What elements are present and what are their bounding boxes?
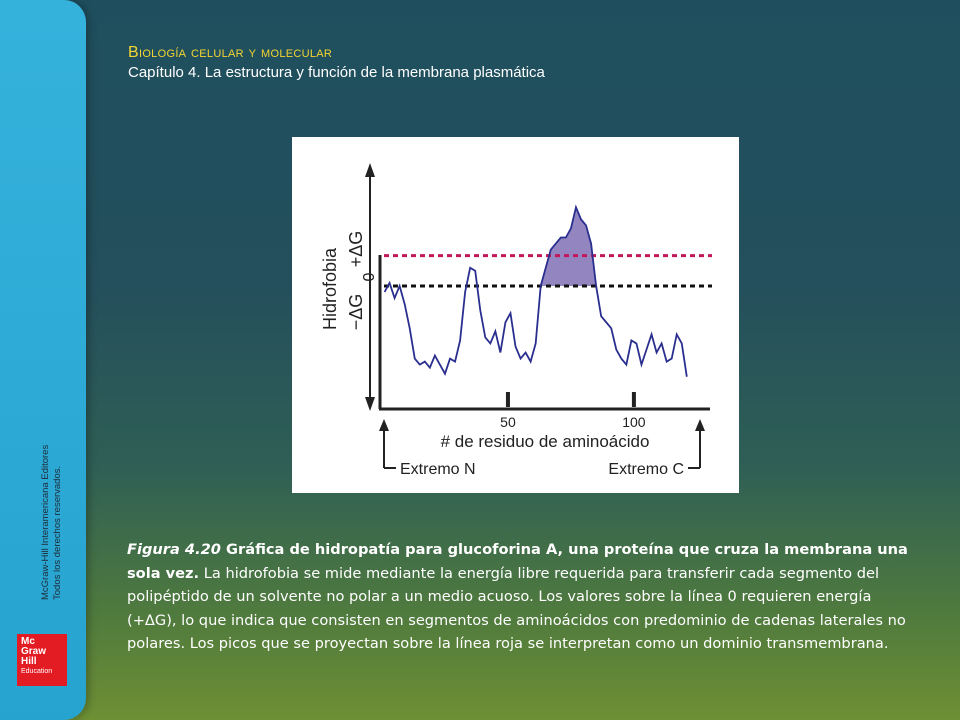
logo-line-2: Graw [21, 646, 47, 657]
c-terminus-label: Extremo C [608, 461, 684, 478]
y-zero-label: 0 [361, 272, 378, 281]
y-arrow-down [365, 397, 375, 411]
book-title: Biología celular y molecular [128, 44, 333, 61]
x-tick-label: 50 [500, 414, 516, 430]
x-axis-label: # de residuo de aminoácido [441, 432, 650, 451]
copyright-line-2: Todos los derechos reservados. [52, 465, 63, 600]
logo-line-1: Mc [21, 636, 35, 647]
c-term-arrow-head [695, 419, 705, 431]
caption-title: Gráfica de hidropatía para glucoforina A… [127, 541, 908, 582]
y-arrow-up [365, 163, 375, 177]
chapter-subtitle: Capítulo 4. La estructura y función de l… [128, 64, 545, 81]
publisher-logo: Mc Graw Hill Education [17, 634, 67, 686]
hydrophobic-peak-fill [540, 207, 597, 286]
figure-panel: Hidrofobia −ΔG 0 +ΔG 50 100 # de residuo … [292, 137, 739, 493]
y-neg-label: −ΔG [346, 294, 366, 331]
caption-body: La hidrofobia se mide mediante la energí… [127, 564, 906, 653]
x-ticks: 50 100 [500, 392, 646, 430]
copyright-notice: McGraw-Hill Interamericana Editores Todo… [40, 400, 64, 600]
slide-header: Biología celular y molecular Capítulo 4.… [128, 44, 545, 81]
logo-line-4: Education [21, 668, 53, 675]
sidebar: McGraw-Hill Interamericana Editores Todo… [0, 0, 86, 720]
caption-lead: Figura 4.20 Gráfica de hidropatía para g… [127, 541, 908, 582]
x-tick-label: 100 [622, 414, 646, 430]
hydropathy-line [383, 204, 688, 377]
plot-area [383, 204, 712, 377]
hydropathy-chart: Hidrofobia −ΔG 0 +ΔG 50 100 # de residuo … [320, 163, 712, 478]
figure-label: Figura 4.20 [127, 541, 221, 558]
figure-caption: Figura 4.20 Gráfica de hidropatía para g… [127, 538, 917, 656]
logo-line-3: Hill [21, 656, 37, 667]
n-term-arrow-head [379, 419, 389, 431]
y-pos-label: +ΔG [346, 231, 366, 268]
y-axis-label: Hidrofobia [320, 247, 340, 330]
n-terminus-label: Extremo N [400, 461, 476, 478]
copyright-line-1: McGraw-Hill Interamericana Editores [40, 444, 51, 600]
